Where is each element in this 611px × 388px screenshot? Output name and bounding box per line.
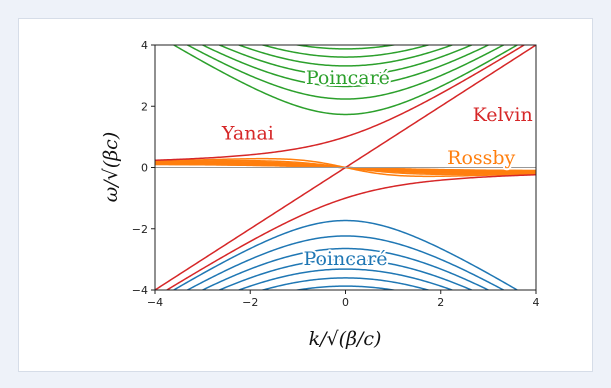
annotation-poincare: Poincaré (303, 248, 387, 270)
annotation-rossby: Rossby (447, 147, 515, 169)
yanai-curve (165, 173, 536, 290)
poincare-upper-curve (293, 45, 398, 50)
annotations-layer: Poincaré Poincaré Kelvin Yanai Rossby (219, 65, 535, 272)
y-tick-label: 2 (141, 100, 148, 113)
poincare-upper-curve (200, 45, 491, 88)
y-tick-label: −2 (132, 223, 148, 236)
poincare-upper-curve (217, 45, 474, 77)
annotation-kelvin: Kelvin (473, 104, 533, 126)
x-tick-label: 2 (437, 296, 444, 309)
annotation-yanai: Yanai (221, 122, 274, 144)
poincare-lower-curve (260, 277, 431, 290)
x-tick-label: −4 (147, 296, 163, 309)
x-tick-label: 4 (533, 296, 540, 309)
annotation-poincare: Poincaré (306, 67, 390, 89)
x-axis-label: k/√(β/c) (309, 328, 382, 350)
figure-card: Poincaré Poincaré Kelvin Yanai Rossby −4 −2 0 2… (18, 18, 593, 372)
x-tick-label: −2 (242, 296, 258, 309)
dispersion-chart: Poincaré Poincaré Kelvin Yanai Rossby −4 −2 0 2… (100, 19, 540, 350)
poincare-lower-curve (172, 219, 519, 290)
x-tick-label: 0 (342, 296, 349, 309)
poincare-lower-curve (293, 285, 398, 290)
poincare-lower-curve (217, 258, 474, 290)
poincare-upper-curve (155, 19, 536, 41)
poincare-upper-curve (185, 45, 506, 100)
y-axis-label: ω/√(βc) (100, 132, 122, 202)
poincare-upper-curve (172, 45, 519, 116)
ticks-layer: −4 −2 0 2 4 −4 −2 0 2 4 (132, 39, 540, 309)
poincare-upper-curve (236, 45, 455, 67)
y-tick-label: 0 (141, 162, 148, 175)
poincare-lower-curve (185, 235, 506, 290)
y-tick-label: 4 (141, 39, 148, 52)
curves-layer (155, 19, 536, 290)
poincare-lower-curve (236, 268, 455, 290)
poincare-lower-curve (200, 247, 491, 290)
yanai-curve (155, 45, 526, 162)
y-tick-label: −4 (132, 284, 148, 297)
poincare-upper-curve (260, 45, 431, 58)
